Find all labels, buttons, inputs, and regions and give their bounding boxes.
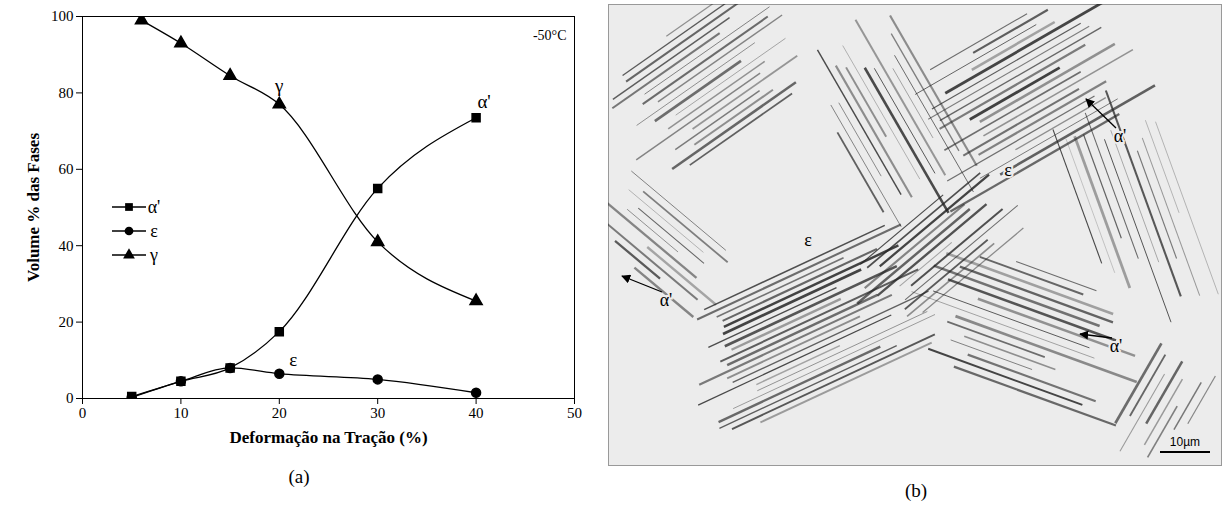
svg-text:γ: γ — [274, 75, 283, 96]
svg-text:α': α' — [1110, 336, 1123, 356]
svg-text:α': α' — [477, 91, 490, 112]
html-text:(b): (b) — [904, 480, 928, 501]
svg-text:0: 0 — [66, 390, 74, 406]
svg-text:10: 10 — [173, 405, 188, 421]
svg-text:α': α' — [148, 197, 161, 217]
svg-text:20: 20 — [59, 314, 74, 330]
svg-text:100: 100 — [51, 8, 74, 24]
svg-text:20: 20 — [272, 405, 287, 421]
svg-text:80: 80 — [59, 85, 74, 101]
svg-text:ε: ε — [804, 230, 812, 250]
svg-text:40: 40 — [469, 405, 484, 421]
svg-text:α': α' — [660, 290, 673, 310]
svg-text:ε: ε — [1004, 160, 1012, 180]
svg-text:Volume % das Fases: Volume % das Fases — [24, 133, 43, 282]
svg-text:-50°C: -50°C — [533, 28, 567, 43]
svg-text:50: 50 — [567, 405, 582, 421]
svg-text:60: 60 — [59, 161, 74, 177]
svg-text:0: 0 — [79, 405, 87, 421]
svg-text:10µm: 10µm — [1170, 435, 1200, 449]
html-text:(a): (a) — [288, 466, 310, 487]
svg-text:40: 40 — [59, 238, 74, 254]
svg-text:ε: ε — [150, 221, 158, 241]
svg-text:α': α' — [1114, 126, 1127, 146]
svg-text:Deformação na Tração (%): Deformação na Tração (%) — [229, 428, 427, 447]
svg-text:γ: γ — [149, 245, 158, 265]
svg-text:ε: ε — [289, 349, 297, 370]
svg-text:30: 30 — [370, 405, 385, 421]
